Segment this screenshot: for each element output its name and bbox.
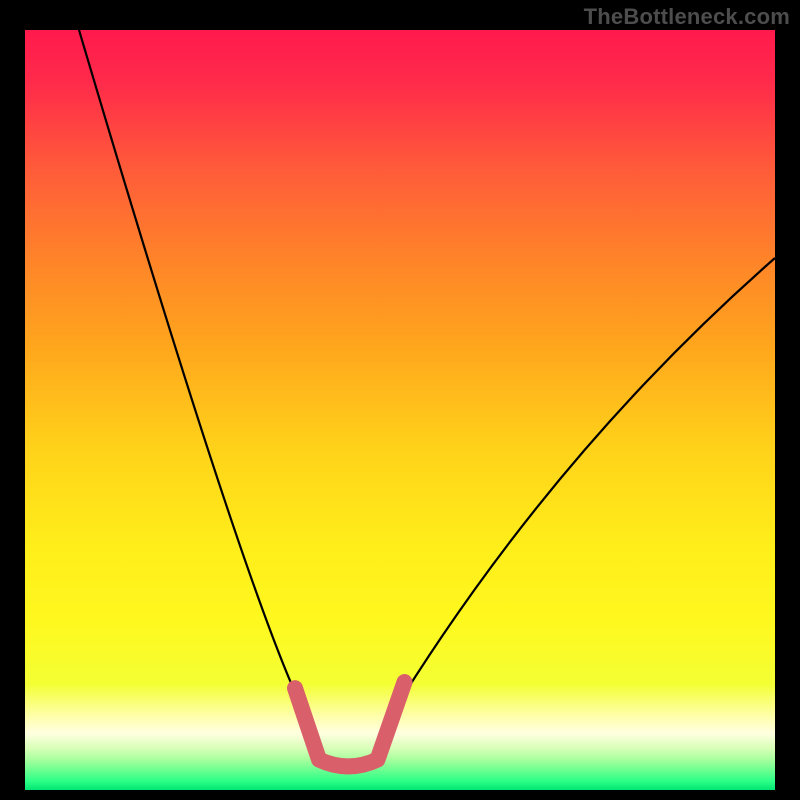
chart-svg	[25, 30, 775, 790]
plot-area	[25, 30, 775, 790]
watermark-text: TheBottleneck.com	[584, 4, 790, 30]
figure-root: TheBottleneck.com	[0, 0, 800, 800]
